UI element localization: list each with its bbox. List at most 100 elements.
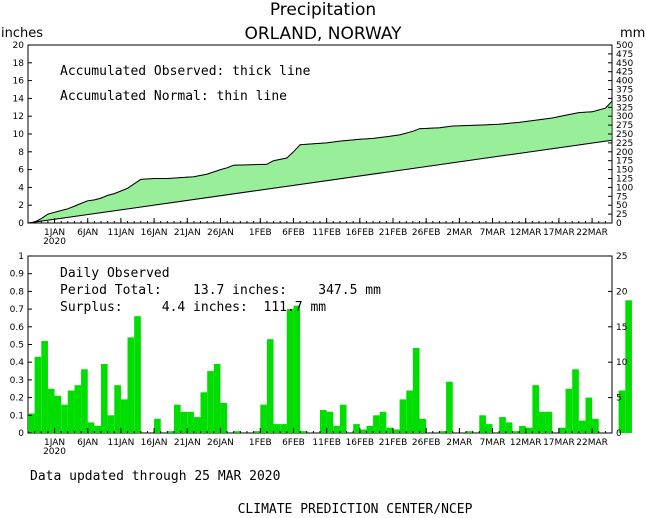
daily-bar xyxy=(220,402,228,433)
daily-bar xyxy=(154,418,161,433)
daily-bar xyxy=(326,411,334,433)
accumulated-date-tick-label: 17MAR xyxy=(543,228,575,238)
note-normal: Accumulated Normal: thin line xyxy=(60,89,287,104)
accumulated-date-tick-label: 22MAR xyxy=(576,228,608,238)
daily-bar xyxy=(300,431,307,433)
daily-bar xyxy=(558,427,566,433)
daily-bar xyxy=(485,424,493,433)
accumulated-date-tick-label: 11JAN xyxy=(107,228,134,238)
mm-axis-tick-label: 475 xyxy=(616,50,633,60)
mm-axis-tick-label: 425 xyxy=(616,68,633,78)
daily-date-tick-label: 6FEB xyxy=(282,438,305,448)
accumulated-year-label: 2020 xyxy=(43,237,66,247)
daily-bar xyxy=(539,411,546,433)
daily-year-label: 2020 xyxy=(43,447,66,457)
daily-bar xyxy=(260,404,267,433)
daily-date-tick-label: 2MAR xyxy=(446,438,472,448)
mm-axis-tick-label: 100 xyxy=(616,183,633,193)
surplus-label: Surplus: 4.4 inches: 111.7 mm xyxy=(60,300,326,315)
daily-inches-axis-tick-label: 0.6 xyxy=(10,323,25,333)
daily-date-tick-label: 7MAR xyxy=(480,438,506,448)
mm-axis-tick-label: 200 xyxy=(616,148,633,158)
inches-axis-tick-label: 18 xyxy=(13,59,25,69)
daily-inches-axis-tick-label: 0.9 xyxy=(10,270,25,280)
accumulated-date-tick-label: 1FEB xyxy=(249,228,272,238)
daily-bar xyxy=(286,309,294,433)
accumulated-date-tick-label: 21FEB xyxy=(379,228,408,238)
mm-axis-tick-label: 300 xyxy=(616,112,633,122)
data-updated-label: Data updated through 25 MAR 2020 xyxy=(30,469,280,484)
daily-inches-axis-tick-label: 0.4 xyxy=(10,358,25,368)
mm-axis-tick-label: 350 xyxy=(616,94,633,104)
daily-date-tick-label: 11JAN xyxy=(107,438,134,448)
inches-axis-tick-label: 8 xyxy=(18,148,24,158)
daily-date-tick-label: 26JAN xyxy=(207,438,234,448)
daily-bar xyxy=(366,425,374,433)
daily-inches-axis-tick-label: 0.8 xyxy=(10,287,25,297)
daily-inches-axis-tick-label: 0 xyxy=(18,429,24,439)
daily-bar xyxy=(266,339,274,433)
daily-bar xyxy=(532,385,540,433)
daily-bar xyxy=(466,431,473,433)
daily-bar xyxy=(386,427,394,433)
daily-bar xyxy=(373,415,380,433)
daily-axes: 00.10.20.30.40.50.60.70.80.9105101520251… xyxy=(10,252,628,457)
daily-bar xyxy=(213,364,221,433)
mm-axis-tick-label: 150 xyxy=(616,166,633,176)
daily-inches-axis-tick-label: 0.5 xyxy=(10,341,24,351)
accumulated-date-tick-label: 11FEB xyxy=(312,228,341,238)
daily-mm-axis-tick-label: 20 xyxy=(616,287,628,297)
top-left-unit: inches xyxy=(1,26,43,41)
daily-bar xyxy=(399,399,407,433)
daily-bar xyxy=(565,388,573,434)
daily-bar xyxy=(625,300,632,434)
daily-bar xyxy=(572,369,579,433)
mm-axis-tick-label: 500 xyxy=(616,41,633,51)
daily-bar xyxy=(101,364,108,433)
daily-bar xyxy=(207,371,214,433)
daily-date-tick-label: 1FEB xyxy=(249,438,272,448)
daily-date-tick-label: 16JAN xyxy=(141,438,168,448)
inches-axis-tick-label: 20 xyxy=(13,41,25,51)
accumulated-observed-line xyxy=(27,100,613,224)
daily-mm-axis-tick-label: 25 xyxy=(616,252,627,262)
daily-bar xyxy=(233,431,241,433)
daily-date-tick-label: 1JAN xyxy=(44,438,65,448)
daily-bar xyxy=(359,429,367,433)
daily-inches-axis-tick-label: 0.3 xyxy=(10,376,24,386)
accumulated-date-tick-label: 16FEB xyxy=(346,228,375,238)
daily-bar xyxy=(379,411,387,433)
inches-axis-tick-label: 14 xyxy=(13,94,25,104)
mm-axis-tick-label: 0 xyxy=(616,219,622,229)
daily-mm-axis-tick-label: 10 xyxy=(616,358,628,368)
daily-bar xyxy=(618,390,626,433)
daily-bar xyxy=(87,422,95,433)
inches-axis-tick-label: 0 xyxy=(18,219,24,229)
daily-bar xyxy=(47,388,55,434)
mm-axis-tick-label: 175 xyxy=(616,157,633,167)
daily-date-tick-label: 22MAR xyxy=(576,438,608,448)
mm-axis-tick-label: 250 xyxy=(616,130,633,140)
daily-bar xyxy=(406,390,413,433)
daily-inches-axis-tick-label: 0.1 xyxy=(10,411,24,421)
accumulated-date-tick-label: 6FEB xyxy=(282,228,305,238)
inches-axis-tick-label: 4 xyxy=(18,183,24,193)
daily-date-tick-label: 12MAR xyxy=(510,438,542,448)
daily-chart: 00.10.20.30.40.50.60.70.80.9105101520251… xyxy=(10,252,632,457)
accumulated-observed-area xyxy=(27,100,613,224)
daily-date-tick-label: 6JAN xyxy=(77,438,98,448)
daily-bar xyxy=(592,418,599,433)
daily-bar xyxy=(293,305,301,433)
daily-date-tick-label: 21FEB xyxy=(379,438,408,448)
mm-axis-tick-label: 125 xyxy=(616,175,633,185)
daily-bar xyxy=(253,431,261,433)
chart-title: Precipitation xyxy=(270,0,376,20)
daily-bar xyxy=(81,369,88,433)
mm-axis-tick-label: 75 xyxy=(616,192,627,202)
daily-date-tick-label: 21JAN xyxy=(174,438,201,448)
daily-bar xyxy=(339,404,347,433)
daily-bar xyxy=(578,420,586,433)
period-total-label: Period Total: 13.7 inches: 347.5 mm xyxy=(60,283,381,298)
daily-bar xyxy=(419,418,427,433)
